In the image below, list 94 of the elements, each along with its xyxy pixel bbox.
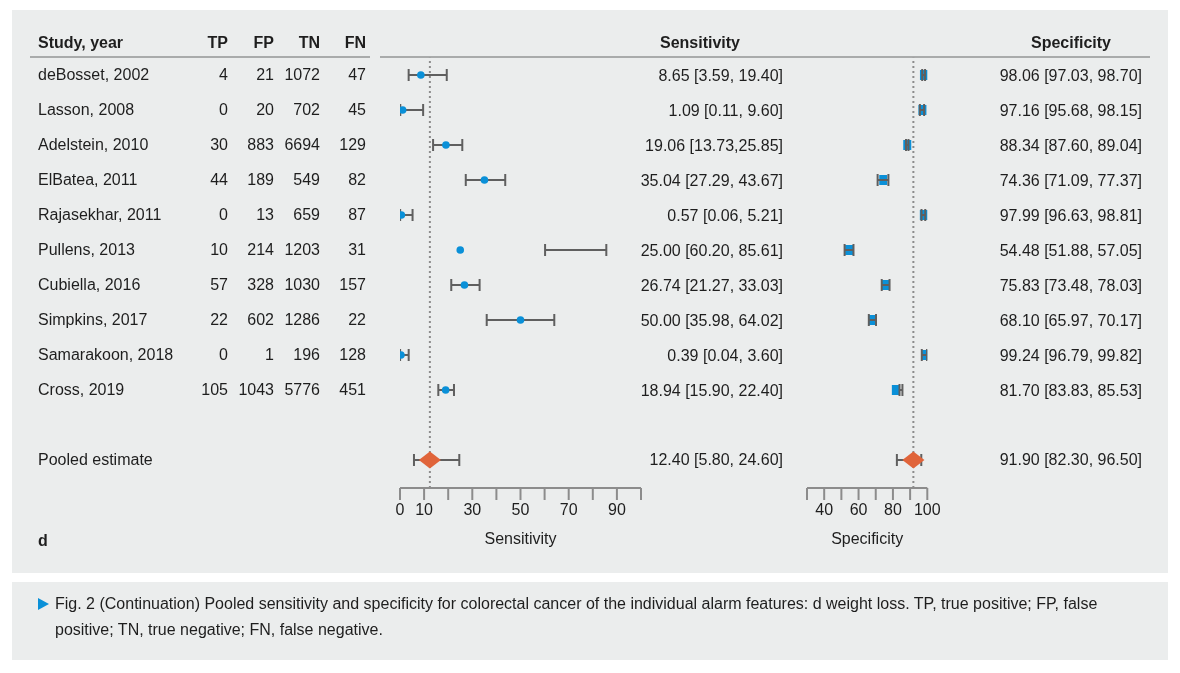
data-label: 8.65 [3.59, 19.40]	[658, 66, 783, 84]
data-label: 74.36 [71.09, 77.37]	[999, 171, 1142, 189]
category-label: Adelstein, 2010	[38, 136, 149, 153]
data-label: 4	[219, 65, 228, 85]
data-label: 1203	[284, 240, 320, 260]
data-label: 35.04 [27.29, 43.67]	[640, 171, 783, 189]
data-label: 1072	[284, 65, 320, 85]
data-label: 702	[293, 100, 320, 120]
data-label: 5776	[284, 380, 320, 400]
data-label: 81.70 [83.83, 85.53]	[999, 381, 1142, 399]
data-label: 157	[339, 275, 366, 295]
x-tick-label: 60	[849, 501, 868, 519]
data-label: 128	[339, 345, 366, 365]
x-tick-label: 70	[559, 501, 578, 519]
data-label: 0.39 [0.04, 3.60]	[667, 346, 783, 364]
data-label: 26.74 [21.27, 33.03]	[640, 276, 783, 294]
data-label: 22	[210, 310, 228, 330]
data-label: 97.16 [95.68, 98.15]	[999, 101, 1142, 119]
data-label: 82	[348, 170, 366, 190]
data-label: 47	[348, 65, 366, 85]
data-label: 22	[348, 310, 366, 330]
data-label: 99.24 [96.79, 99.82]	[999, 346, 1142, 364]
x-axis-title: Sensitivity	[484, 530, 557, 547]
data-label: 75.83 [73.48, 78.03]	[999, 276, 1142, 294]
data-label: 196	[293, 345, 320, 365]
data-label: 13	[256, 205, 274, 225]
category-label: Simpkins, 2017	[38, 311, 148, 328]
data-label: 87	[348, 205, 366, 225]
data-label: 25.00 [60.20, 85.61]	[640, 241, 783, 259]
text: FN	[344, 34, 366, 51]
text: 91.90 [82.30, 96.50]	[999, 451, 1142, 468]
x-tick-label: 90	[608, 501, 626, 519]
data-label: 1043	[238, 380, 274, 400]
data-label: 0.57 [0.06, 5.21]	[667, 206, 783, 224]
x-tick-label: 0	[395, 501, 405, 519]
x-axis-title: Specificity	[831, 530, 904, 547]
data-label: 1030	[284, 275, 320, 295]
data-label: 549	[293, 170, 320, 190]
data-label: 0	[219, 205, 228, 225]
data-label: 1.09 [0.11, 9.60]	[668, 101, 783, 119]
data-label: 54.48 [51.88, 57.05]	[999, 241, 1142, 259]
category-label: deBosset, 2002	[38, 66, 150, 83]
data-label: 20	[256, 100, 274, 120]
data-label: 10	[210, 240, 228, 260]
category-label: Cubiella, 2016	[38, 276, 141, 293]
x-tick-label: 80	[884, 501, 902, 519]
caption: Fig. 2 (Continuation) Pooled sensitivity and specificity for colorectal cancer of the individual alarm features: d weight loss. TP, true positive; FP, false positive; TN, true negative; FN, false negative.	[55, 595, 1098, 638]
category-label: Pullens, 2013	[38, 241, 135, 258]
data-label: 189	[247, 170, 274, 190]
data-label: 18.94 [15.90, 22.40]	[640, 381, 783, 399]
category-label: Rajasekhar, 2011	[38, 206, 162, 223]
data-label: 602	[247, 310, 274, 330]
x-tick-label: 50	[511, 501, 530, 519]
category-label: Pooled estimate	[38, 451, 153, 468]
data-label: 98.06 [97.03, 98.70]	[999, 66, 1142, 84]
data-label: 44	[210, 170, 228, 190]
data-label: 57	[210, 275, 228, 295]
data-label: 30	[210, 135, 228, 155]
text: Study, year	[38, 34, 124, 51]
data-label: 50.00 [35.98, 64.02]	[640, 311, 783, 329]
data-label: 883	[247, 135, 274, 155]
data-label: 105	[201, 380, 228, 400]
text: FP	[253, 34, 274, 51]
data-label: 21	[256, 65, 274, 85]
category-label: Cross, 2019	[38, 381, 125, 398]
data-label: 31	[348, 240, 366, 260]
data-label: 0	[219, 100, 228, 120]
data-label: 6694	[284, 135, 320, 155]
text: TN	[298, 34, 320, 51]
x-tick-label: 30	[463, 501, 482, 519]
data-label: 0	[219, 345, 228, 365]
x-tick-label: 100	[913, 501, 941, 519]
text: Sensitivity	[659, 34, 741, 51]
category-label: Samarakoon, 2018	[38, 346, 174, 363]
data-label: 1286	[284, 310, 320, 330]
data-label: 97.99 [96.63, 98.81]	[999, 206, 1142, 224]
text: d	[38, 532, 48, 549]
data-label: 129	[339, 135, 366, 155]
data-label: 19.06 [13.73,25.85]	[645, 136, 783, 154]
text: TP	[207, 34, 228, 51]
data-label: 451	[339, 380, 366, 400]
category-label: Lasson, 2008	[38, 101, 135, 118]
x-tick-label: 40	[815, 501, 834, 519]
category-label: ElBatea, 2011	[38, 171, 138, 188]
data-label: 1	[265, 345, 274, 365]
text: 12.40 [5.80, 24.60]	[649, 451, 783, 468]
data-label: 328	[247, 275, 274, 295]
x-tick-label: 10	[415, 501, 434, 519]
data-label: 659	[293, 205, 320, 225]
data-label: 214	[247, 240, 274, 260]
text: Specificity	[1030, 34, 1112, 51]
data-label: 45	[348, 100, 366, 120]
data-label: 88.34 [87.60, 89.04]	[999, 136, 1142, 154]
data-label: 68.10 [65.97, 70.17]	[999, 311, 1142, 329]
